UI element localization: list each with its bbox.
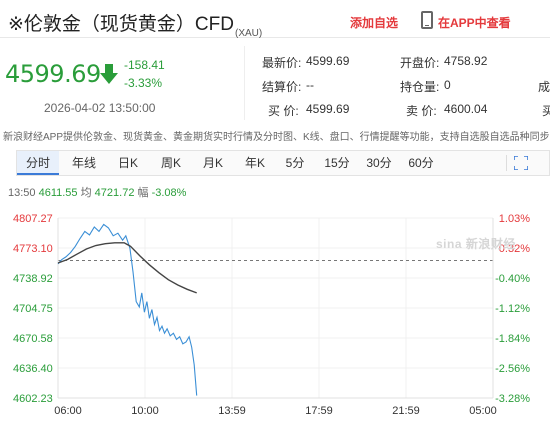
y-axis-left-label: 4773.10 <box>13 243 53 255</box>
view-in-app-link[interactable]: 在APP中查看 <box>438 16 511 30</box>
position-label: 持仓量: <box>400 80 440 94</box>
phone-icon <box>421 11 433 29</box>
y-axis-left-label: 4670.58 <box>13 333 53 345</box>
y-axis-right-label: -3.28% <box>495 393 530 405</box>
fullscreen-icon[interactable] <box>514 156 528 170</box>
latest-price-label: 最新价: <box>262 56 302 70</box>
current-price: 4599.69 <box>5 60 101 88</box>
change-percent: -3.33% <box>124 76 163 90</box>
tab-day-k[interactable]: 日K <box>117 156 138 170</box>
x-axis-label: 10:00 <box>131 405 159 417</box>
position-value: 0 <box>444 78 451 92</box>
down-arrow-icon <box>100 64 118 84</box>
latest-price-value: 4599.69 <box>306 54 350 68</box>
price-series-line <box>57 223 198 396</box>
buy-price-label: 买 价: <box>268 104 299 118</box>
info-time: 13:50 <box>8 187 36 199</box>
add-favorite-button[interactable]: 添加自选 <box>350 16 399 30</box>
y-axis-right-label: -1.84% <box>495 333 530 345</box>
buy-extra-label: 买 <box>542 104 550 118</box>
average-price-line <box>57 242 197 294</box>
open-price-value: 4758.92 <box>444 54 488 68</box>
tab-60min[interactable]: 60分 <box>408 156 434 170</box>
symbol-code: (XAU) <box>234 28 263 39</box>
volume-label: 成 <box>538 80 550 94</box>
info-avg-label: 均 <box>80 187 92 199</box>
info-amp-label: 幅 <box>137 187 149 199</box>
tab-month-k[interactable]: 月K <box>202 156 223 170</box>
y-axis-left-label: 4602.23 <box>13 393 53 405</box>
tab-separator <box>506 155 507 171</box>
tab-15min[interactable]: 15分 <box>324 156 350 170</box>
chart-period-tabs: 分时 年线 日K 周K 月K 年K 5分 15分 30分 60分 <box>16 150 550 176</box>
open-price-label: 开盘价: <box>400 56 440 70</box>
info-price: 4611.55 <box>38 187 78 199</box>
x-axis-label: 21:59 <box>392 405 420 417</box>
tab-year-k[interactable]: 年K <box>244 156 265 170</box>
page-title: ※伦敦金（现货黄金）CFD(XAU) <box>8 9 262 39</box>
y-axis-left-label: 4636.40 <box>13 363 53 375</box>
sell-price-label: 卖 价: <box>406 104 437 118</box>
intraday-chart[interactable]: 4807.27 1.03% 4773.10 0.32% 4738.92 -0.40% 470… <box>0 200 550 421</box>
stats-panel: 最新价: 4599.69 开盘价: 4758.92 结算价: -- 持仓量: 0… <box>262 50 550 120</box>
y-axis-right-label: -0.40% <box>495 273 530 285</box>
info-avg: 4721.72 <box>94 187 135 199</box>
disclaimer-text: 新浪财经APP提供伦敦金、现货黄金、黄金期货实时行情及分时图、K线、盘口、行情提… <box>3 132 550 143</box>
y-axis-right-label: -2.56% <box>495 363 530 375</box>
tab-week-k[interactable]: 周K <box>160 156 181 170</box>
x-axis-label: 06:00 <box>54 405 82 417</box>
info-amp: -3.08% <box>151 187 187 199</box>
tab-30min[interactable]: 30分 <box>366 156 392 170</box>
buy-price-value: 4599.69 <box>306 102 350 116</box>
y-axis-right-label: 0.32% <box>499 243 530 255</box>
tab-5min[interactable]: 5分 <box>285 156 305 170</box>
crosshair-info: 13:50 4611.55 均 4721.72 幅 -3.08% <box>8 184 186 200</box>
x-axis-label: 13:59 <box>218 405 246 417</box>
y-axis-right-label: -1.12% <box>495 303 530 315</box>
x-axis-label: 05:00 <box>469 405 497 417</box>
settle-price-label: 结算价: <box>262 80 302 94</box>
y-axis-left-label: 4807.27 <box>13 213 53 225</box>
sell-price-value: 4600.04 <box>444 102 488 116</box>
tab-year-line[interactable]: 年线 <box>71 156 96 170</box>
price-change: -158.41 -3.33% <box>124 56 165 92</box>
settle-price-value: -- <box>306 78 314 92</box>
watermark: sina 新浪财经 <box>436 237 516 251</box>
y-axis-right-label: 1.03% <box>499 213 530 225</box>
tab-minute[interactable]: 分时 <box>17 151 59 175</box>
divider <box>244 46 245 120</box>
y-axis-left-label: 4704.75 <box>13 303 53 315</box>
title-text: ※伦敦金（现货黄金）CFD <box>8 14 234 35</box>
quote-datetime: 2026-04-02 13:50:00 <box>44 101 156 115</box>
header-bar: ※伦敦金（现货黄金）CFD(XAU) 添加自选 在APP中查看 <box>0 0 550 39</box>
change-amount: -158.41 <box>124 58 165 72</box>
x-axis-label: 17:59 <box>305 405 333 417</box>
y-axis-left-label: 4738.92 <box>13 273 53 285</box>
